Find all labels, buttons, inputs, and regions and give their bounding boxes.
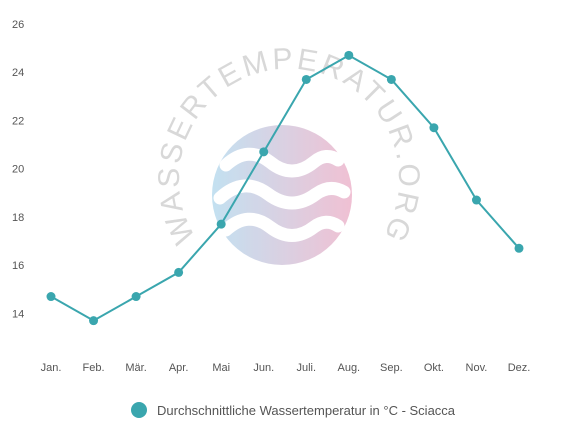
legend-label: Durchschnittliche Wassertemperatur in °C… (157, 402, 456, 418)
data-point[interactable] (514, 243, 524, 253)
data-point[interactable] (429, 123, 439, 133)
x-tick-label: Jun. (253, 362, 274, 374)
data-point[interactable] (46, 292, 56, 302)
x-tick-label: Sep. (380, 362, 403, 374)
x-tick-label: Mai (212, 362, 230, 374)
y-tick-label: 22 (12, 115, 24, 127)
x-tick-label: Dez. (508, 362, 531, 374)
data-point[interactable] (174, 267, 184, 277)
y-axis-ticks: 14 16 18 20 22 24 26 (12, 19, 24, 320)
data-point[interactable] (301, 74, 311, 84)
series-line (50, 54, 520, 322)
y-tick-label: 16 (12, 260, 24, 272)
y-tick-label: 24 (12, 67, 24, 79)
data-point[interactable] (131, 292, 141, 302)
legend[interactable]: Durchschnittliche Wassertemperatur in °C… (131, 400, 455, 420)
data-point[interactable] (259, 147, 269, 157)
x-axis-ticks: Jan. Feb. Mär. Apr. Mai Jun. Juli. Aug. Sep. Okt.… (41, 362, 531, 374)
x-tick-label: Okt. (424, 362, 444, 374)
y-tick-label: 18 (12, 212, 24, 224)
x-tick-label: Aug. (337, 362, 360, 374)
x-tick-label: Apr. (169, 362, 189, 374)
data-point[interactable] (89, 316, 99, 326)
data-point[interactable] (386, 74, 396, 84)
series-layer (46, 50, 524, 326)
y-tick-label: 20 (12, 164, 24, 176)
x-tick-label: Mär. (125, 362, 146, 374)
x-tick-label: Juli. (296, 362, 316, 374)
y-tick-label: 26 (12, 19, 24, 31)
x-tick-label: Nov. (466, 362, 488, 374)
x-tick-label: Jan. (41, 362, 62, 374)
data-point[interactable] (471, 195, 481, 205)
data-point[interactable] (216, 219, 226, 229)
data-point[interactable] (344, 50, 354, 60)
x-tick-label: Feb. (83, 362, 105, 374)
y-tick-label: 14 (12, 308, 24, 320)
legend-marker (131, 402, 147, 418)
